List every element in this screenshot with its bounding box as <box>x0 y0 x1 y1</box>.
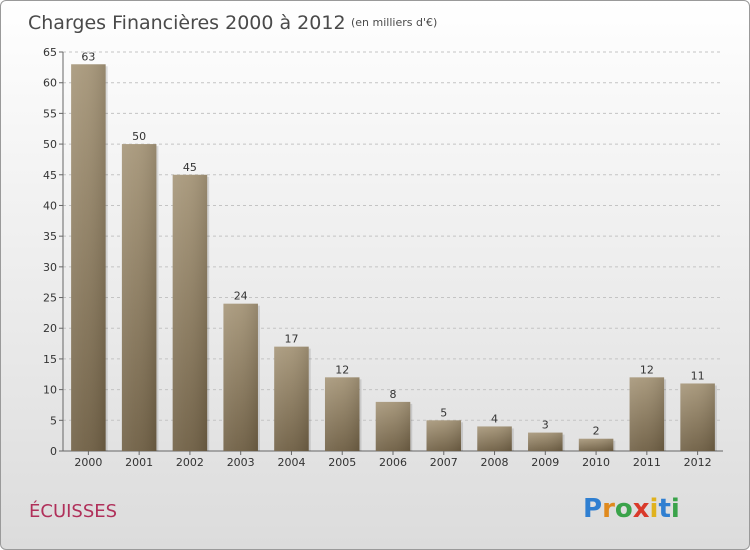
chart-title: Charges Financières 2000 à 2012 <box>28 12 346 34</box>
x-tick-label: 2003 <box>227 456 255 469</box>
bar-shine <box>528 432 563 451</box>
x-tick-label: 2011 <box>633 456 661 469</box>
commune-name: ÉCUISSES <box>29 500 117 522</box>
y-tick-label: 25 <box>43 292 57 305</box>
y-tick-label: 30 <box>43 261 57 274</box>
x-tick-label: 2001 <box>125 456 153 469</box>
data-label: 12 <box>335 363 349 376</box>
x-tick-label: 2006 <box>379 456 407 469</box>
bar-shine <box>680 383 715 451</box>
y-tick-label: 0 <box>50 445 57 458</box>
bar-shine <box>477 426 512 451</box>
data-label: 11 <box>691 369 705 382</box>
bar-shine <box>629 377 665 451</box>
data-labels: 63 50 45 24 17 12 8 5 4 3 2 12 11 <box>81 50 704 437</box>
y-tick-label: 5 <box>50 414 57 427</box>
bar-shine <box>121 144 157 452</box>
bar-shine <box>375 401 411 451</box>
bar-shine <box>324 377 360 451</box>
x-tick-label: 2010 <box>582 456 610 469</box>
data-label: 5 <box>440 406 447 419</box>
y-tick-label: 50 <box>43 138 57 151</box>
data-label: 17 <box>284 333 298 346</box>
y-tick-label: 15 <box>43 353 57 366</box>
x-tick-label: 2005 <box>328 456 356 469</box>
bar-shine <box>172 174 208 451</box>
y-tick-label: 20 <box>43 322 57 335</box>
data-label: 2 <box>593 425 600 438</box>
x-tick-label: 2004 <box>277 456 305 469</box>
proxiti-logo: Proxiti <box>583 494 680 524</box>
y-tick-label: 35 <box>43 230 57 243</box>
data-label: 63 <box>81 50 95 63</box>
data-label: 50 <box>132 130 146 143</box>
x-tick-label: 2007 <box>430 456 458 469</box>
bar-shine <box>426 420 462 451</box>
x-tick-label: 2008 <box>481 456 509 469</box>
x-tick-label: 2002 <box>176 456 204 469</box>
x-tick-label: 2012 <box>684 456 712 469</box>
y-tick-label: 55 <box>43 107 57 120</box>
logo-text: Proxiti <box>583 494 680 524</box>
bar-shine <box>71 64 106 452</box>
y-tick-label: 60 <box>43 77 57 90</box>
y-tick-label: 45 <box>43 169 57 182</box>
data-label: 4 <box>491 412 498 425</box>
data-label: 8 <box>390 388 397 401</box>
bars <box>71 64 717 452</box>
data-label: 3 <box>542 419 549 432</box>
bar-shine <box>578 438 614 451</box>
x-tick-label: 2000 <box>74 456 102 469</box>
data-label: 24 <box>234 290 248 303</box>
bar-shine <box>274 346 309 451</box>
y-tick-label: 40 <box>43 199 57 212</box>
y-tick-label: 10 <box>43 384 57 397</box>
data-label: 12 <box>640 363 654 376</box>
data-label: 45 <box>183 161 197 174</box>
bar-shine <box>223 303 258 451</box>
y-tick-label: 65 <box>43 46 57 59</box>
chart-unit: (en milliers d'€) <box>351 16 437 29</box>
x-tick-label: 2009 <box>531 456 559 469</box>
